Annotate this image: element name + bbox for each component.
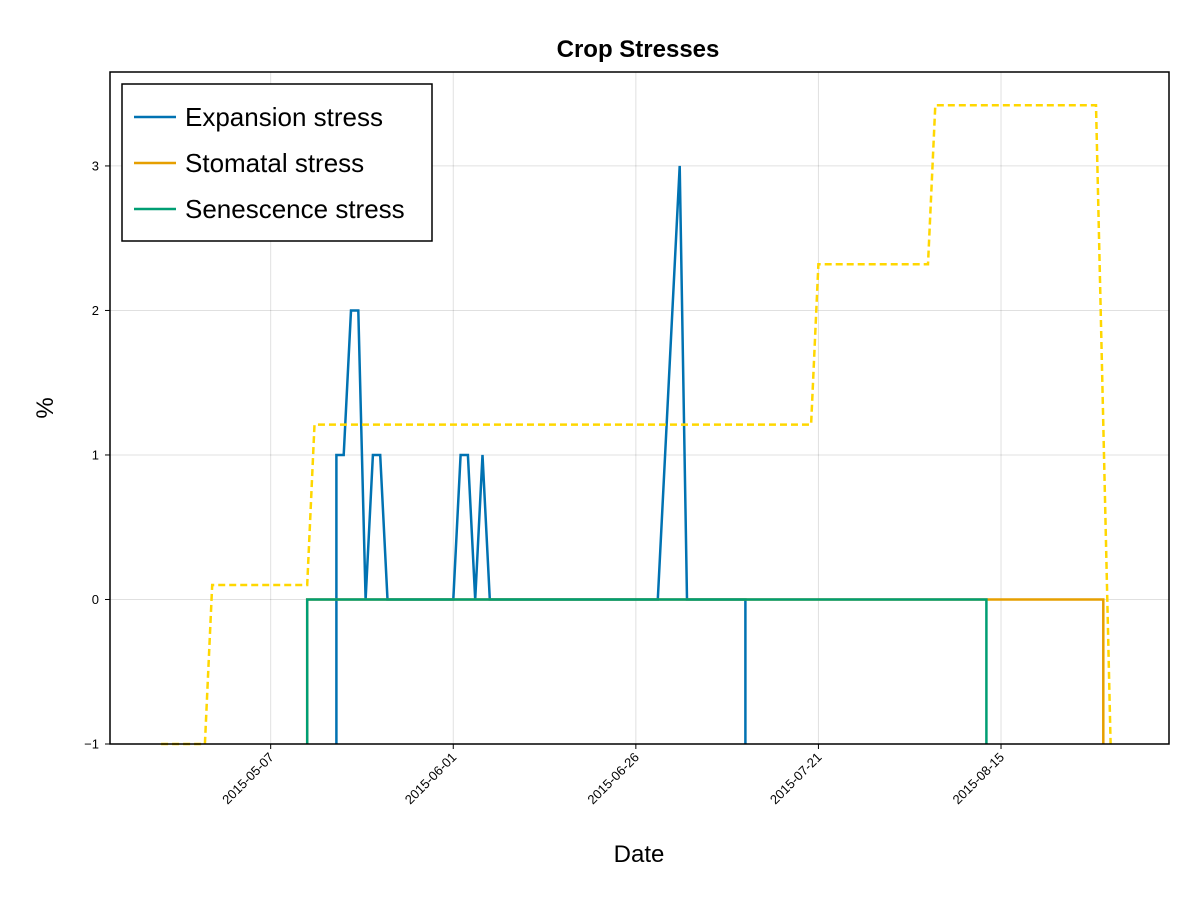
series-line-2	[305, 598, 1105, 744]
series-line-1	[335, 165, 747, 744]
x-tick-label: 2015-07-21	[767, 750, 825, 808]
x-axis-ticks: 2015-05-07 2015-06-01 2015-06-26 2015-07-21…	[219, 744, 1007, 807]
series-line-3	[305, 598, 988, 744]
x-tick-label: 2015-05-07	[219, 750, 277, 808]
x-axis-label: Date	[614, 841, 665, 868]
y-tick-label: 3	[92, 158, 99, 173]
x-tick-label: 2015-06-01	[402, 750, 460, 808]
legend: Expansion stress Stomatal stress Senescenc…	[121, 83, 433, 242]
series-line-4	[161, 103, 1112, 746]
x-tick-label: 2015-08-15	[950, 750, 1008, 808]
chart-title: Crop Stresses	[557, 36, 720, 63]
y-tick-label: 1	[92, 447, 99, 462]
plot-frame	[109, 71, 1170, 745]
legend-label: Expansion stress	[185, 102, 383, 132]
y-tick-label: 2	[92, 303, 99, 318]
y-tick-label: −1	[84, 737, 99, 752]
legend-label: Stomatal stress	[185, 148, 364, 178]
y-axis-label: %	[32, 397, 59, 418]
x-tick-label: 2015-06-26	[584, 750, 642, 808]
y-tick-label: 0	[92, 592, 99, 607]
legend-label: Senescence stress	[185, 194, 405, 224]
series-lines	[161, 103, 1112, 746]
y-axis-ticks: −1 0 1 2 3	[84, 158, 110, 752]
